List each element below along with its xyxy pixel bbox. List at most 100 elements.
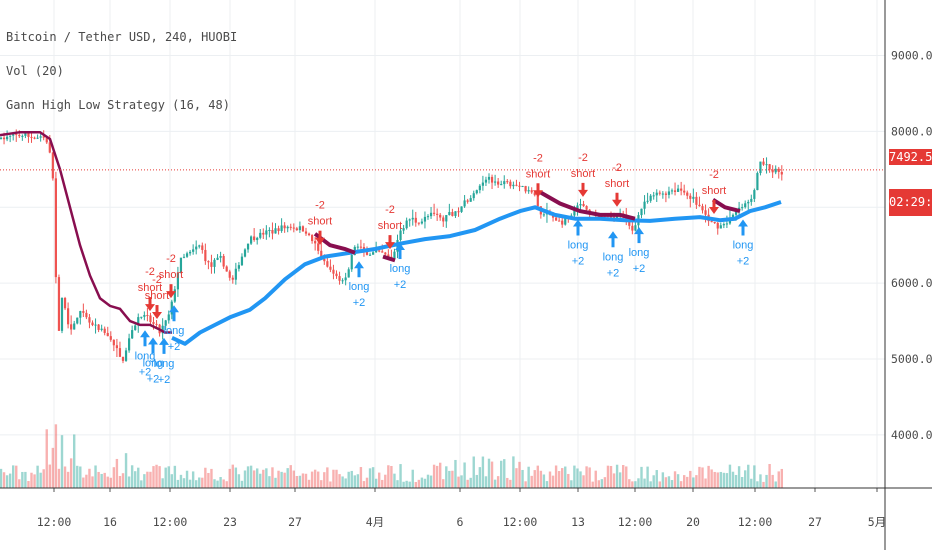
candle-body (76, 317, 79, 324)
volume-bar (780, 468, 783, 488)
short-signal: short-2 (138, 266, 162, 312)
x-tick-label: 12:00 (503, 515, 538, 529)
symbol-legend[interactable]: Bitcoin / Tether USD, 240, HUOBI (6, 30, 238, 44)
candle-body (734, 211, 738, 215)
volume-bar (777, 471, 780, 488)
strategy-legend[interactable]: Gann High Low Strategy (16, 48) (6, 98, 230, 112)
candle-body (628, 219, 631, 226)
long-arrow-head (738, 219, 748, 227)
volume-bar (734, 474, 738, 488)
volume-bar (124, 453, 128, 488)
candle-body (564, 217, 567, 225)
x-tick-label: 13 (571, 515, 585, 529)
gann-line-bearish-segment (711, 198, 741, 214)
volume-bar (265, 468, 268, 488)
candle-body (344, 277, 347, 281)
volume-bar (252, 470, 256, 488)
volume-bar (539, 470, 543, 488)
volume-bar (457, 476, 460, 488)
volume-bar (515, 468, 518, 488)
volume-bar (509, 479, 512, 488)
y-tick-label: 6000.00 (891, 276, 932, 290)
volume-bar (130, 465, 134, 488)
candle-body (176, 272, 179, 290)
volume-legend[interactable]: Vol (20) (6, 64, 64, 78)
candle-body (207, 261, 210, 263)
volume-bar (140, 480, 143, 488)
candle-body (640, 208, 643, 216)
candle-body (323, 258, 326, 262)
long-signal: long +2 (154, 337, 174, 386)
short-qty: -2 (315, 200, 325, 212)
volume-bar (744, 470, 747, 488)
volume-bar (365, 477, 369, 488)
volume-bar (487, 458, 491, 488)
volume-bar (426, 474, 430, 488)
volume-bar (2, 472, 6, 488)
volume-bar (713, 471, 716, 488)
candle-body (579, 203, 582, 206)
volume-bar (176, 479, 180, 488)
candle-body (292, 227, 295, 229)
volume-bar (469, 477, 472, 488)
volume-bar (310, 471, 314, 488)
volume-bar (686, 476, 689, 488)
volume-bar (716, 472, 719, 488)
volume-bar (548, 471, 552, 488)
volume-bar (121, 473, 125, 488)
short-signal: short-2 (308, 200, 332, 245)
candle-body (57, 277, 61, 331)
candle-body (42, 136, 45, 138)
long-label: long (629, 247, 650, 259)
volume-bar (179, 474, 183, 488)
long-arrow-head (140, 330, 150, 338)
candle-body (304, 231, 308, 234)
volume-bar (417, 479, 421, 488)
volume-bar (341, 476, 344, 488)
candle-body (719, 225, 722, 229)
short-arrow-head (315, 237, 325, 245)
candle-body (692, 196, 695, 199)
candle-body (439, 214, 442, 218)
volume-bar (493, 479, 497, 488)
volume-bar (18, 479, 21, 488)
candle-body (677, 188, 680, 192)
volume-bar (435, 465, 439, 488)
candle-body (91, 322, 94, 326)
volume-bar (606, 465, 610, 488)
volume-bar (689, 470, 692, 488)
candle-body (39, 136, 42, 138)
candle-body (652, 195, 655, 197)
volume-bar (692, 477, 695, 488)
volume-bar (728, 464, 732, 488)
volume-bar (85, 474, 88, 488)
candle-body (137, 317, 140, 326)
long-qty: +2 (147, 373, 160, 385)
candle-body (195, 246, 198, 250)
candle-body (356, 246, 359, 248)
volume-bar (182, 478, 186, 488)
volume-bar (112, 467, 116, 488)
candle-body (109, 336, 112, 340)
candle-body (6, 136, 9, 140)
volume-bar (521, 469, 524, 488)
short-qty: -2 (533, 152, 543, 164)
candle-body (311, 235, 314, 242)
candle-body (689, 195, 692, 199)
x-tick-label: 16 (103, 515, 117, 529)
volume-bar (353, 475, 356, 488)
candle-body (320, 250, 323, 259)
candle-body (521, 185, 524, 187)
candle-body (103, 328, 106, 333)
grid-lines (0, 0, 885, 488)
short-label: short (605, 178, 629, 190)
candle-body (765, 164, 768, 166)
candle-body (649, 195, 652, 201)
volume-bar (155, 464, 158, 488)
candle-body (88, 317, 91, 323)
volume-bar (274, 477, 277, 488)
volume-bar (710, 469, 713, 488)
volume-bar (292, 470, 295, 488)
volume-bar (371, 467, 375, 488)
